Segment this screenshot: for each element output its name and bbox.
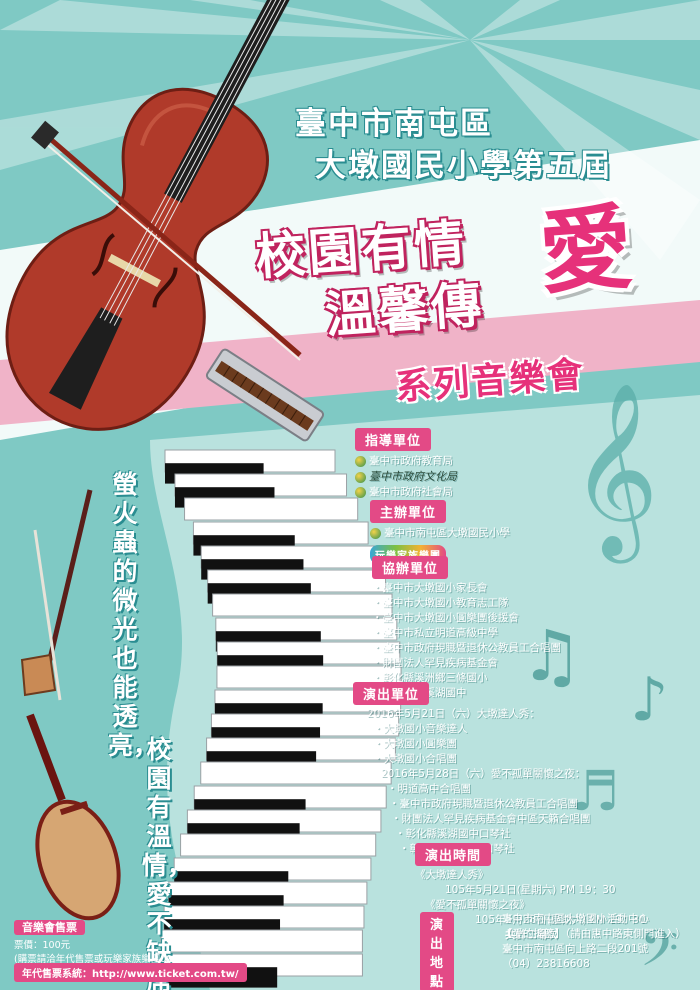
performers-day2-item-1: 臺中市政府現職暨退休公教員工合唱團 xyxy=(353,797,591,812)
venue-line-3: 臺中市南屯區向上路二段201號 xyxy=(502,942,686,957)
venue-line-2: 【愛的搖籃】（請由惠中路東側門進入） xyxy=(502,927,686,942)
performers-day2-header: 2016年5月28日（六）愛不孤單關懷之夜： xyxy=(353,767,591,782)
section-co-organizers: 協辦單位 臺中市大墩國小家長會 臺中市大墩國小教育志工隊 臺中市大墩國小圓樂團後… xyxy=(372,556,561,701)
guidance-item-1: 臺中市政府文化局 xyxy=(369,470,457,483)
co-organizer-item-4: 臺中市政府現職暨退休公教員工合唱團 xyxy=(372,641,561,656)
performers-day2-item-3: 彰化縣溪湖國中口琴社 xyxy=(353,827,591,842)
title-line-2: 溫馨傳 xyxy=(323,265,487,348)
performers-day1-item-2: 大墩國小合唱團 xyxy=(353,752,591,767)
school-edition: 大墩國民小學第五屆 xyxy=(315,140,612,185)
guidance-item: 臺中市政府文化局 xyxy=(355,469,457,485)
ticket-box: 音樂會售票 票價：100元 (購票請洽年代售票或玩樂家族樂團0927-72896… xyxy=(14,916,228,967)
school-region: 臺中市南屯區 xyxy=(295,98,493,143)
time-label: 演出時間 xyxy=(415,843,491,866)
culture-logo-icon xyxy=(355,472,366,483)
piano-white-key xyxy=(181,834,376,856)
performers-day1-header: 2016年5月21日（六）大墩達人秀： xyxy=(353,707,591,722)
svg-text:♪: ♪ xyxy=(630,665,668,735)
venue-line-4: （04）23816608 xyxy=(502,957,686,972)
organizer-item: 臺中市南屯區大墩國民小學 xyxy=(370,526,510,541)
title-love-heart: 愛 xyxy=(537,202,635,300)
social-logo-icon xyxy=(355,487,366,498)
time-show1-time: 105年5月21日(星期六) PM 19：30 xyxy=(415,883,646,898)
co-organizer-item-2: 臺中市大墩國小圓樂團後援會 xyxy=(372,611,561,626)
ticket-system-url[interactable]: 年代售票系統：http://www.ticket.com.tw/ xyxy=(14,963,247,982)
co-organizer-item-5: 財團法人罕見疾病基金會 xyxy=(372,656,561,671)
performers-day2-item-0: 明道高中合唱團 xyxy=(353,782,591,797)
organizer-item-0: 臺中市南屯區大墩國民小學 xyxy=(384,527,510,539)
guidance-item: 臺中市政府教育局 xyxy=(355,454,457,469)
co-organizer-item-3: 臺中市私立明道高級中學 xyxy=(372,626,561,641)
performers-day1-item-0: 大墩國小音樂達人 xyxy=(353,722,591,737)
ticket-price: 票價：100元 xyxy=(14,939,228,953)
guidance-item-2: 臺中市政府社會局 xyxy=(369,486,453,498)
venue-label: 演出地點 xyxy=(420,912,454,990)
performers-day1-item-1: 大墩國小圓樂團 xyxy=(353,737,591,752)
education-logo-icon xyxy=(355,456,366,467)
slogan-column-1: 螢火蟲的微光也能透亮， xyxy=(108,470,142,760)
school-logo-icon xyxy=(370,528,381,539)
performers-day2-item-2: 財團法人罕見疾病基金會中區天籟合唱團 xyxy=(353,812,591,827)
performers-label: 演出單位 xyxy=(353,682,429,705)
organizer-label: 主辦單位 xyxy=(370,500,446,523)
time-show1-name: 《大墩達人秀》 xyxy=(415,868,646,883)
co-organizer-item-0: 臺中市大墩國小家長會 xyxy=(372,581,561,596)
guidance-item-0: 臺中市政府教育局 xyxy=(369,455,453,467)
co-organizers-label: 協辦單位 xyxy=(372,556,448,579)
section-performers: 演出單位 2016年5月21日（六）大墩達人秀： 大墩國小音樂達人 大墩國小圓樂… xyxy=(353,682,591,857)
piano-white-key xyxy=(185,498,358,520)
time-show2-name: 《愛不孤單關懷之夜》 xyxy=(415,898,646,913)
guidance-item: 臺中市政府社會局 xyxy=(355,485,457,500)
venue-line-1: 臺中市南屯區大墩國小活動中心 xyxy=(502,912,686,927)
section-organizer: 主辦單位 臺中市南屯區大墩國民小學 玩樂家族樂團 xyxy=(370,500,510,564)
co-organizer-item-1: 臺中市大墩國小教育志工隊 xyxy=(372,596,561,611)
ticket-title: 音樂會售票 xyxy=(14,920,85,935)
piano-white-key xyxy=(213,594,392,616)
svg-text:𝄞: 𝄞 xyxy=(570,382,659,564)
section-guidance: 指導單位 臺中市政府教育局 臺中市政府文化局 臺中市政府社會局 xyxy=(355,428,457,500)
guidance-label: 指導單位 xyxy=(355,428,431,451)
